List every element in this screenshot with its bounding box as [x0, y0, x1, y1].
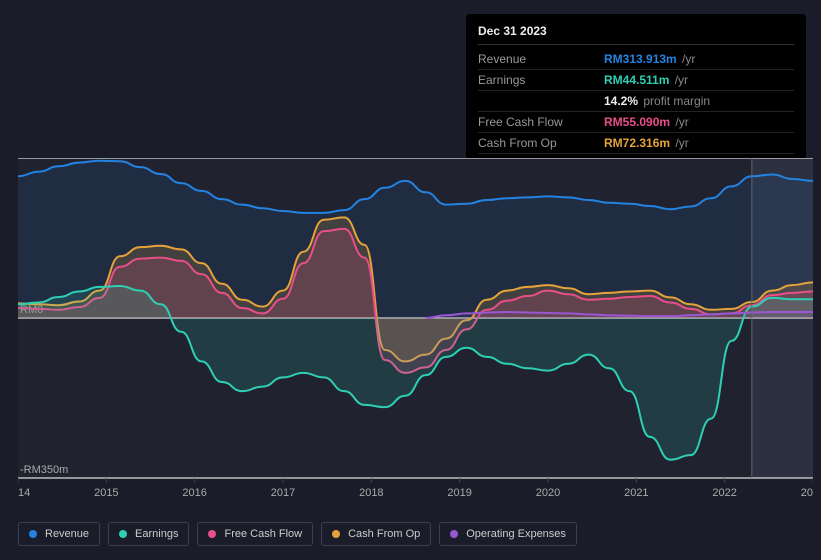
tooltip-row-value: RM72.316m: [604, 136, 670, 150]
tooltip-row-value: 14.2%: [604, 94, 638, 108]
tooltip-row: Free Cash Flow RM55.090m /yr: [478, 112, 794, 133]
x-axis-label: 2014: [18, 487, 30, 499]
tooltip-row-label: Free Cash Flow: [478, 113, 588, 131]
legend-item-earnings[interactable]: Earnings: [108, 522, 189, 546]
tooltip-row-unit: /yr: [672, 115, 689, 129]
x-axis-label: 2020: [536, 487, 560, 499]
tooltip-row-label: Cash From Op: [478, 134, 588, 152]
tooltip-row-label: Revenue: [478, 50, 588, 68]
y-axis-label: -RM350m: [20, 464, 68, 476]
x-axis-label: 2016: [182, 487, 206, 499]
legend-label: Earnings: [135, 528, 178, 540]
financials-chart: RM350mRM0-RM350m201420152016201720182019…: [18, 158, 813, 506]
legend-label: Operating Expenses: [466, 528, 566, 540]
legend-label: Revenue: [45, 528, 89, 540]
chart-svg: RM350mRM0-RM350m201420152016201720182019…: [18, 158, 813, 506]
tooltip-row-label: [478, 92, 588, 110]
tooltip-date: Dec 31 2023: [478, 22, 794, 45]
legend-dot: [208, 530, 216, 538]
legend-item-opex[interactable]: Operating Expenses: [439, 522, 577, 546]
tooltip-row: Cash From Op RM72.316m /yr: [478, 133, 794, 154]
tooltip-row-unit: /yr: [672, 136, 689, 150]
legend-dot: [332, 530, 340, 538]
x-axis-label: 2015: [94, 487, 118, 499]
tooltip-row: Earnings RM44.511m /yr: [478, 70, 794, 91]
tooltip-row-unit: /yr: [679, 52, 696, 66]
legend-dot: [450, 530, 458, 538]
legend-label: Cash From Op: [348, 528, 420, 540]
legend-item-fcf[interactable]: Free Cash Flow: [197, 522, 313, 546]
x-axis-label: 2023: [801, 487, 813, 499]
x-axis-label: 2018: [359, 487, 383, 499]
x-axis-label: 2022: [712, 487, 736, 499]
tooltip-row: 14.2% profit margin: [478, 91, 794, 112]
legend-item-cash_op[interactable]: Cash From Op: [321, 522, 431, 546]
tooltip-row-value: RM313.913m: [604, 52, 677, 66]
tooltip-row-unit: profit margin: [640, 94, 710, 108]
x-axis-label: 2017: [271, 487, 295, 499]
tooltip-row-value: RM55.090m: [604, 115, 670, 129]
x-axis-label: 2019: [447, 487, 471, 499]
legend-label: Free Cash Flow: [224, 528, 302, 540]
tooltip-row-unit: /yr: [671, 73, 688, 87]
legend-dot: [29, 530, 37, 538]
tooltip-row: Revenue RM313.913m /yr: [478, 49, 794, 70]
tooltip-row-label: Earnings: [478, 71, 588, 89]
legend-dot: [119, 530, 127, 538]
x-axis-label: 2021: [624, 487, 648, 499]
chart-legend: Revenue Earnings Free Cash Flow Cash From O…: [18, 522, 577, 546]
legend-item-revenue[interactable]: Revenue: [18, 522, 100, 546]
chart-tooltip: Dec 31 2023 RevenueRM313.913m /yrEarning…: [466, 14, 806, 182]
tooltip-row-value: RM44.511m: [604, 73, 669, 87]
